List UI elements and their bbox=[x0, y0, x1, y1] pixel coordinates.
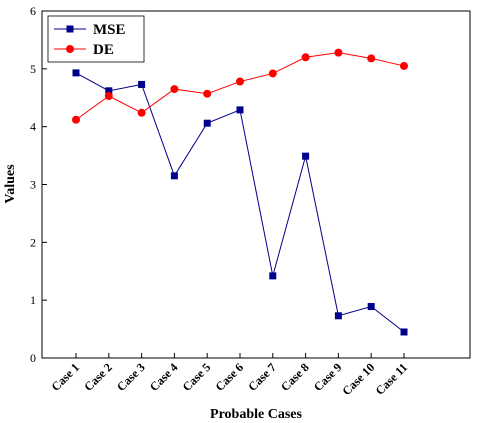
data-point-de bbox=[400, 61, 408, 70]
data-point-de bbox=[301, 53, 310, 62]
x-tick-label: Case 11 bbox=[373, 360, 410, 397]
data-point-de bbox=[137, 108, 146, 117]
data-point-de bbox=[367, 54, 376, 63]
data-point-mse bbox=[170, 172, 178, 180]
y-axis: 0 1 2 3 4 5 6 bbox=[30, 4, 47, 365]
data-point-de bbox=[203, 89, 212, 98]
y-tick-label: 4 bbox=[30, 120, 36, 134]
y-tick-label: 0 bbox=[30, 351, 36, 365]
legend: MSE DE bbox=[47, 15, 145, 63]
data-point-mse bbox=[302, 152, 310, 160]
x-tick-label: Case 1 bbox=[48, 360, 82, 394]
data-point-mse bbox=[367, 303, 375, 311]
series-layer bbox=[72, 48, 408, 336]
legend-label-de: DE bbox=[93, 42, 114, 58]
data-point-de bbox=[334, 48, 343, 57]
y-tick-label: 6 bbox=[30, 4, 36, 18]
x-axis: Case 1 Case 2 Case 3 Case 4 Case 5 Case 6 Case… bbox=[48, 353, 410, 398]
legend-marker-de bbox=[66, 45, 74, 53]
y-tick-label: 2 bbox=[30, 235, 36, 249]
data-point-de bbox=[72, 115, 80, 124]
x-tick-label: Case 7 bbox=[245, 360, 279, 394]
legend-box bbox=[47, 15, 145, 63]
legend-label-mse: MSE bbox=[93, 22, 126, 38]
data-point-mse bbox=[105, 87, 113, 95]
data-point-mse bbox=[269, 272, 277, 280]
y-axis-title: Values bbox=[3, 164, 18, 204]
y-tick-label: 5 bbox=[30, 62, 36, 76]
y-tick-label: 1 bbox=[30, 293, 36, 307]
legend-marker-mse bbox=[66, 25, 74, 33]
x-tick-label: Case 3 bbox=[114, 360, 148, 394]
x-axis-title: Probable Cases bbox=[210, 407, 302, 422]
x-tick-label: Case 8 bbox=[278, 360, 312, 394]
x-tick-label: Case 4 bbox=[147, 360, 181, 394]
data-point-de bbox=[268, 69, 277, 78]
y-tick-label: 3 bbox=[30, 178, 36, 192]
data-point-mse bbox=[138, 80, 146, 88]
data-point-de bbox=[170, 85, 179, 94]
data-point-mse bbox=[203, 119, 211, 127]
data-point-mse bbox=[400, 328, 408, 336]
x-tick-label: Case 5 bbox=[180, 360, 214, 394]
data-point-mse bbox=[236, 106, 244, 114]
x-tick-label: Case 2 bbox=[81, 360, 115, 394]
data-point-mse bbox=[72, 69, 80, 77]
data-point-mse bbox=[334, 312, 342, 320]
data-point-de bbox=[104, 92, 113, 101]
x-tick-label: Case 10 bbox=[339, 360, 377, 398]
x-tick-label: Case 6 bbox=[212, 360, 246, 394]
data-point-de bbox=[236, 77, 244, 86]
